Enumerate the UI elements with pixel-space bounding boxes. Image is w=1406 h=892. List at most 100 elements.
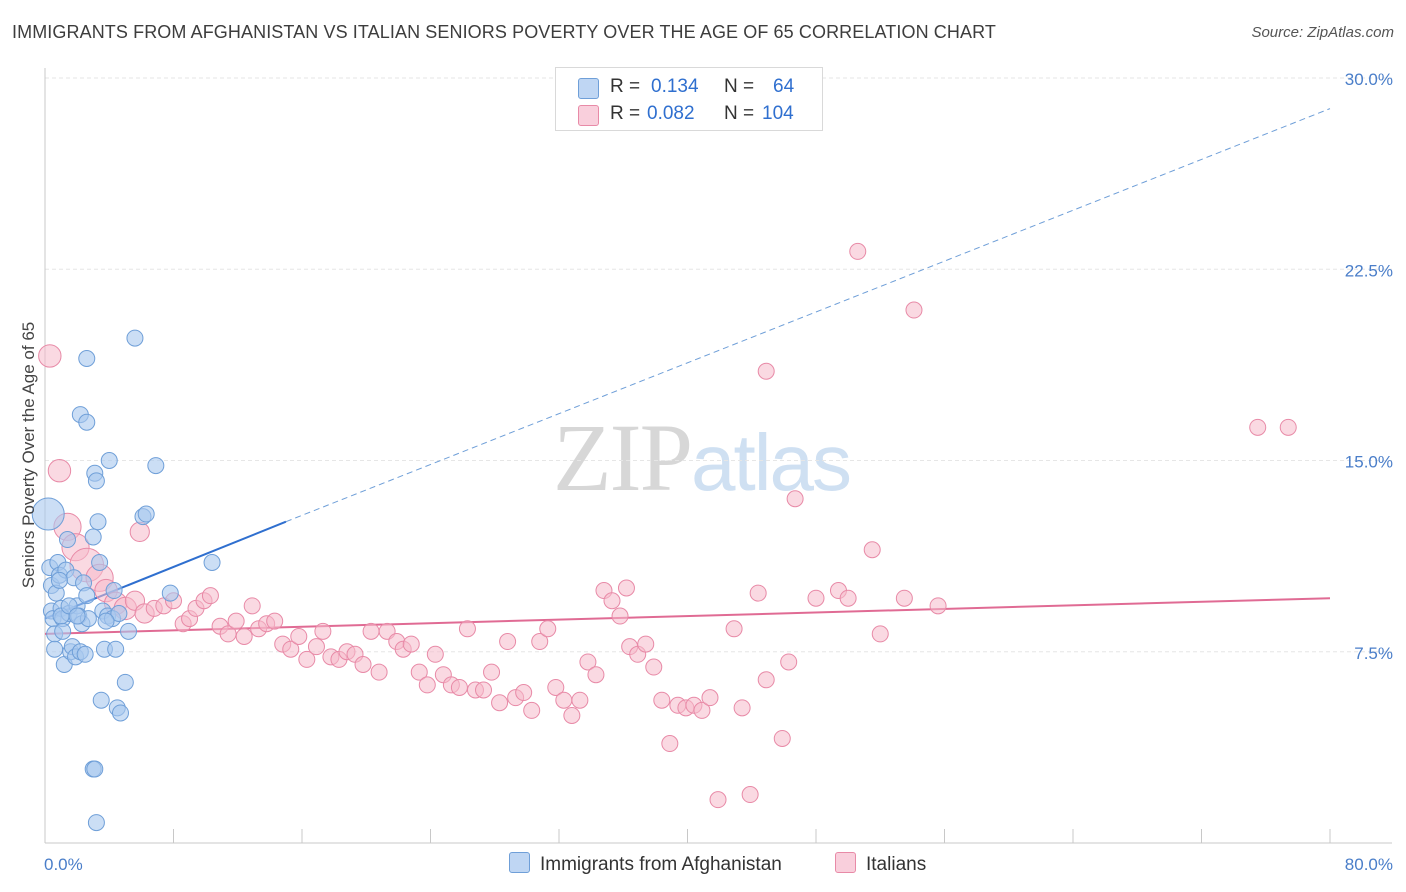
italians-point <box>402 635 420 653</box>
y-tick-label: 22.5% <box>1345 261 1393 280</box>
afghanistan-point <box>68 607 86 625</box>
italians-point <box>871 625 889 643</box>
italians-point <box>563 707 581 724</box>
italians-point <box>354 656 372 673</box>
axes <box>44 68 1392 844</box>
italians-point <box>491 694 509 712</box>
afghanistan-point <box>100 452 118 469</box>
afghanistan-point <box>137 505 155 523</box>
afghanistan-point <box>76 645 94 663</box>
afghanistan-point <box>84 528 102 546</box>
legend-n-value: 104 <box>762 103 794 124</box>
italians-point <box>266 612 284 630</box>
legend-n-label: N = <box>724 76 755 97</box>
italians-point <box>483 663 501 681</box>
italians-point <box>38 344 62 368</box>
italians-point <box>499 633 517 651</box>
afghanistan-point <box>89 513 107 531</box>
italians-points <box>38 242 1297 809</box>
bottom-legend-label: Italians <box>866 854 927 875</box>
legend-r-value: 0.134 <box>651 76 699 97</box>
italians-point <box>709 791 727 809</box>
x-tick-label: 0.0% <box>44 855 83 874</box>
italians-point <box>603 592 621 610</box>
italians-point <box>1249 418 1267 436</box>
legend-r-value: 0.082 <box>647 103 695 124</box>
italians-point <box>929 597 947 615</box>
italians-point <box>895 589 913 607</box>
italians-point <box>645 658 663 676</box>
afghanistan-point <box>46 640 64 658</box>
afghanistan-point <box>116 673 134 691</box>
italians-point <box>693 701 711 719</box>
legend-r-label: R = <box>610 103 641 124</box>
bottom-legend-swatch-blue <box>509 852 530 873</box>
italians-point <box>129 521 150 543</box>
italians-point <box>547 678 565 696</box>
italians-point <box>725 620 743 638</box>
italians-point <box>863 541 881 559</box>
italians-point <box>426 645 444 663</box>
italians-point <box>661 735 679 753</box>
italians-point <box>701 689 719 707</box>
italians-point <box>653 691 671 709</box>
bottom-legend-afghanistan: Immigrants from Afghanistan <box>509 852 782 876</box>
afghanistan-point <box>147 457 165 475</box>
italians-point <box>362 622 380 640</box>
italians-point <box>555 691 573 709</box>
italians-point <box>839 589 857 607</box>
italians-point <box>282 640 300 658</box>
y-axis-label: Seniors Poverty Over the Age of 65 <box>19 322 38 588</box>
italians-point <box>298 650 316 668</box>
italians-point <box>450 678 468 696</box>
afghanistan-point <box>203 554 221 571</box>
afghanistan-point <box>58 531 76 549</box>
italians-point <box>227 612 245 630</box>
italians-point <box>741 786 759 804</box>
legend-swatch-pink <box>578 105 599 126</box>
italians-point <box>757 362 775 380</box>
italians-point <box>243 597 261 615</box>
legend-n-value: 64 <box>773 76 795 97</box>
bottom-legend-italians: Italians <box>835 852 926 876</box>
chart-title: IMMIGRANTS FROM AFGHANISTAN VS ITALIAN S… <box>12 22 996 42</box>
italians-point <box>475 681 493 699</box>
tick-labels: 7.5% 15.0% 22.5% 30.0% 0.0% 80.0% <box>44 70 1393 874</box>
italians-point <box>733 699 751 717</box>
watermark: ZIPatlas <box>553 402 852 513</box>
italians-point <box>757 671 775 689</box>
afghanistan-point <box>107 640 125 658</box>
afghanistan-point <box>120 622 138 640</box>
afghanistan-point <box>54 622 72 640</box>
italians-point <box>807 589 825 607</box>
correlation-legend: R = 0.134 N = 64 R = 0.082 N = 104 <box>555 67 823 131</box>
legend-swatch-blue <box>578 78 599 99</box>
afghanistan-point <box>110 605 128 622</box>
italians-point <box>905 301 923 319</box>
legend-r-label: R = <box>610 76 641 97</box>
italians-point <box>1279 418 1297 436</box>
y-tick-label: 15.0% <box>1345 453 1393 472</box>
afghanistan-point <box>78 413 96 431</box>
italians-point <box>849 242 867 260</box>
afghanistan-point <box>126 329 144 347</box>
afghanistan-point <box>78 587 96 605</box>
afghanistan-point <box>105 582 123 600</box>
afghanistan-point <box>111 704 129 722</box>
italians-point <box>410 663 428 681</box>
italians-point <box>773 729 791 747</box>
trend-lines <box>44 108 1331 635</box>
watermark-zip: ZIP <box>553 404 693 511</box>
afghanistan-point <box>50 571 68 589</box>
afghanistan-point <box>92 691 110 709</box>
italians-point <box>523 701 541 719</box>
italians-point <box>617 579 635 597</box>
italians-point <box>290 627 308 645</box>
italians-point <box>370 663 388 681</box>
afghanistan-point <box>86 760 104 778</box>
source-label: Source: ZipAtlas.com <box>1251 24 1394 41</box>
italians-point <box>637 635 655 653</box>
italians-point <box>579 653 597 671</box>
y-tick-label: 7.5% <box>1354 644 1393 663</box>
